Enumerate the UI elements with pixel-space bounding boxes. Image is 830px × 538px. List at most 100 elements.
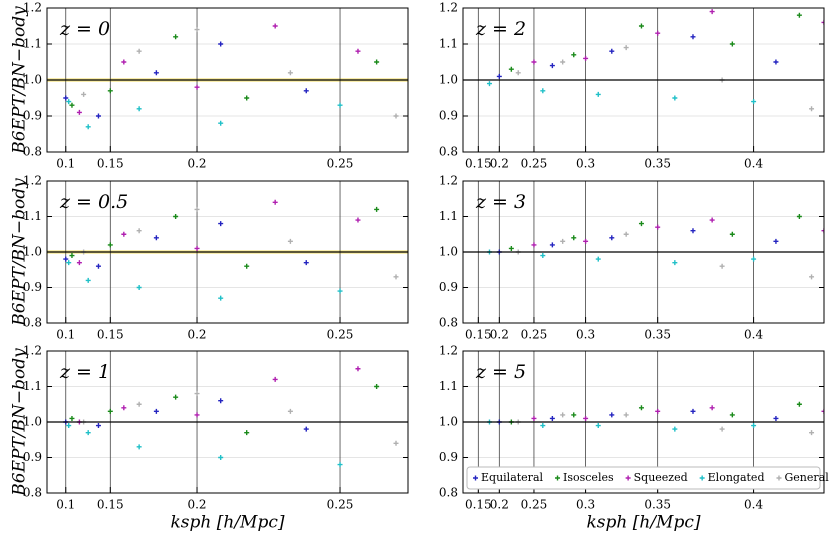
- frame: [462, 350, 825, 494]
- y-tick-label: 1.0: [439, 245, 458, 259]
- point: [272, 23, 278, 29]
- point: [355, 48, 361, 54]
- point: [571, 235, 577, 241]
- y-tick-label: 1.2: [439, 344, 458, 358]
- point: [244, 95, 250, 101]
- x-tick-label: 0.3: [576, 328, 595, 342]
- x-tick-label: 0.15: [465, 498, 492, 512]
- legend-box: [466, 466, 821, 490]
- point: [690, 34, 696, 40]
- point: [821, 408, 824, 414]
- point: [153, 408, 159, 414]
- point: [303, 426, 309, 432]
- point: [751, 256, 757, 262]
- y-axis-label: B6EPT/BN−body: [10, 348, 30, 497]
- y-tick-label: 0.9: [23, 109, 42, 123]
- x-tick-label: 0.25: [327, 157, 354, 171]
- point: [374, 59, 380, 65]
- point: [751, 423, 757, 429]
- y-tick-label: 0.8: [23, 145, 42, 159]
- point: [655, 408, 661, 414]
- y-tick-label: 1.2: [439, 174, 458, 188]
- x-tick-label: 0.15: [465, 328, 492, 342]
- point: [796, 12, 802, 18]
- x-tick-label: 0.25: [327, 328, 354, 342]
- point: [136, 444, 142, 450]
- point: [121, 231, 127, 237]
- point: [85, 430, 91, 436]
- point: [69, 253, 75, 259]
- point: [672, 260, 678, 266]
- panel-label: z = 1: [59, 361, 110, 383]
- x-axis-label: ksph [h/Mpc]: [586, 513, 700, 533]
- point: [337, 462, 343, 468]
- frame: [462, 180, 825, 324]
- y-axis-label: B6EPT/BN−body: [10, 178, 30, 327]
- x-tick-label: 0.25: [521, 328, 548, 342]
- point: [821, 19, 824, 25]
- point: [595, 91, 601, 97]
- y-tick-label: 1.0: [23, 415, 42, 429]
- x-tick-label: 0.25: [327, 498, 354, 512]
- x-tick-label: 0.35: [644, 498, 671, 512]
- point: [655, 224, 661, 230]
- y-tick-label: 0.8: [23, 486, 42, 500]
- x-tick-label: 0.1: [56, 498, 75, 512]
- point: [773, 238, 779, 244]
- point: [337, 288, 343, 294]
- points: [63, 366, 399, 468]
- y-tick-label: 1.1: [23, 37, 42, 51]
- x-tick-label: 0.15: [465, 157, 492, 171]
- y-tick-label: 0.8: [23, 316, 42, 330]
- x-tick-label: 0.1: [56, 328, 75, 342]
- x-tick-label: 0.1: [56, 157, 75, 171]
- y-tick-label: 1.0: [439, 415, 458, 429]
- y-tick-label: 0.9: [439, 450, 458, 464]
- y-tick-label: 1.0: [23, 245, 42, 259]
- point: [595, 256, 601, 262]
- point: [218, 41, 224, 47]
- point: [595, 423, 601, 429]
- point: [244, 430, 250, 436]
- point: [560, 238, 566, 244]
- x-tick-label: 0.3: [576, 498, 595, 512]
- legend-marker: [625, 475, 631, 481]
- point: [821, 228, 824, 234]
- x-tick-label: 0.2: [490, 157, 509, 171]
- y-tick-label: 1.1: [23, 209, 42, 223]
- point: [719, 263, 725, 269]
- point: [69, 102, 75, 108]
- point: [672, 95, 678, 101]
- point: [107, 88, 113, 94]
- y-tick-label: 1.1: [439, 209, 458, 223]
- frame: [46, 180, 409, 324]
- point: [571, 52, 577, 58]
- x-tick-label: 0.35: [644, 157, 671, 171]
- point: [531, 415, 537, 421]
- point: [63, 256, 69, 262]
- panel-label: z = 0.5: [59, 191, 128, 213]
- point: [337, 102, 343, 108]
- x-tick-label: 0.3: [576, 157, 595, 171]
- point: [571, 412, 577, 418]
- point: [773, 415, 779, 421]
- legend-marker: [473, 475, 478, 481]
- point: [623, 231, 629, 237]
- x-tick-label: 0.15: [97, 498, 124, 512]
- point: [531, 59, 537, 65]
- point: [173, 34, 179, 40]
- point: [153, 235, 159, 241]
- point: [393, 113, 399, 119]
- point: [287, 70, 293, 76]
- panel-label: z = 2: [475, 18, 526, 40]
- legend-marker: [699, 475, 705, 481]
- x-tick-label: 0.2: [187, 328, 206, 342]
- legend-label: Isosceles: [563, 471, 614, 484]
- point: [690, 408, 696, 414]
- point: [85, 277, 91, 283]
- x-tick-label: 0.25: [521, 498, 548, 512]
- point: [655, 30, 661, 36]
- point: [583, 55, 589, 61]
- point: [355, 217, 361, 223]
- x-tick-label: 0.4: [744, 498, 763, 512]
